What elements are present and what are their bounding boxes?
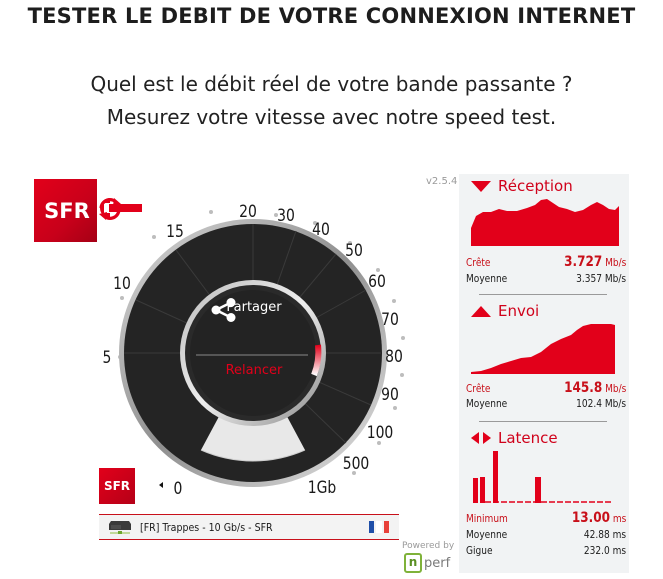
latency-avg-row: Moyenne 42.88 ms xyxy=(466,529,626,541)
results-panel: Réception Crête 3.727 Mb/s Moyenne 3.357… xyxy=(459,174,629,573)
server-selector[interactable]: [FR] Trappes - 10 Gb/s - SFR xyxy=(99,514,399,540)
subtitle-line-1: Quel est le débit réel de votre bande pa… xyxy=(90,72,573,96)
version-label: v2.5.4 xyxy=(426,176,458,187)
page-subtitle: Quel est le débit réel de votre bande pa… xyxy=(0,68,663,134)
scale-label-0: 0 xyxy=(173,479,183,499)
speed-gauge: 0 5 10 15 20 30 40 50 60 70 80 90 100 50… xyxy=(96,195,410,505)
scale-label-50: 50 xyxy=(345,241,363,261)
sfr-small-logo: SFR xyxy=(99,468,135,504)
latency-avg-label: Moyenne xyxy=(466,529,508,541)
scale-label-60: 60 xyxy=(368,272,386,292)
france-flag-icon xyxy=(369,521,389,533)
download-avg-value: 3.357 Mb/s xyxy=(575,273,626,285)
download-avg-row: Moyenne 3.357 Mb/s xyxy=(466,273,626,285)
nperf-n-glyph: n xyxy=(404,553,422,573)
upload-arrow-icon xyxy=(471,305,491,317)
latency-jitter-value: 232.0 ms xyxy=(583,545,626,557)
upload-peak-row: Crête 145.8 Mb/s xyxy=(466,380,626,396)
upload-header: Envoi xyxy=(471,302,539,320)
latency-jitter-label: Gigue xyxy=(466,545,493,557)
powered-by-label: Powered by xyxy=(402,541,455,551)
upload-peak-label: Crête xyxy=(466,383,491,395)
latency-arrows-icon xyxy=(471,432,491,444)
download-arrow-icon xyxy=(471,180,491,192)
latency-min-value: 13.00 xyxy=(571,510,610,526)
download-avg-label: Moyenne xyxy=(466,273,508,285)
download-peak-row: Crête 3.727 Mb/s xyxy=(466,254,626,270)
download-graph xyxy=(471,199,619,246)
nperf-text: perf xyxy=(424,555,451,571)
latency-avg-value: 42.88 ms xyxy=(583,529,626,541)
upload-peak-value: 145.8 xyxy=(563,380,602,396)
latency-title: Latence xyxy=(498,429,558,447)
upload-avg-value: 102.4 Mb/s xyxy=(575,398,626,410)
divider xyxy=(479,421,607,422)
scale-label-100: 100 xyxy=(366,423,394,443)
latency-jitter-row: Gigue 232.0 ms xyxy=(466,545,626,557)
server-icon xyxy=(109,521,131,534)
latency-min-unit: ms xyxy=(612,513,626,525)
latency-header: Latence xyxy=(471,429,558,447)
divider xyxy=(479,294,607,295)
share-label: Partager xyxy=(226,300,282,315)
download-peak-unit: Mb/s xyxy=(604,257,626,269)
nperf-logo[interactable]: n perf xyxy=(404,553,450,573)
sfr-logo: SFR xyxy=(34,179,97,242)
server-label: [FR] Trappes - 10 Gb/s - SFR xyxy=(140,520,273,534)
scale-label-10: 10 xyxy=(113,274,131,294)
scale-label-500: 500 xyxy=(342,454,370,474)
scale-label-80: 80 xyxy=(385,347,403,367)
subtitle-line-2: Mesurez votre vitesse avec notre speed t… xyxy=(106,105,557,129)
upload-graph xyxy=(471,324,615,374)
upload-avg-label: Moyenne xyxy=(466,398,508,410)
latency-min-row: Minimum 13.00 ms xyxy=(466,510,626,526)
upload-title: Envoi xyxy=(498,302,540,320)
share-button[interactable]: Partager xyxy=(211,298,297,322)
wrench-icon[interactable] xyxy=(96,195,142,221)
scale-label-20: 20 xyxy=(239,202,257,222)
gauge-dial-graphic xyxy=(118,210,405,488)
latency-min-label: Minimum xyxy=(466,513,508,525)
download-header: Réception xyxy=(471,177,573,195)
scale-label-90: 90 xyxy=(381,385,399,405)
scale-label-70: 70 xyxy=(381,310,399,330)
scale-label-5: 5 xyxy=(102,348,112,368)
scale-label-30: 30 xyxy=(277,206,295,226)
relaunch-button[interactable]: Relancer xyxy=(225,363,283,378)
download-peak-label: Crête xyxy=(466,257,491,269)
scale-label-1gb: 1Gb xyxy=(307,478,337,498)
latency-graph xyxy=(473,451,611,503)
share-icon xyxy=(211,298,236,322)
upload-avg-row: Moyenne 102.4 Mb/s xyxy=(466,398,626,410)
download-peak-value: 3.727 xyxy=(563,254,602,270)
page-title: TESTER LE DEBIT DE VOTRE CONNEXION INTER… xyxy=(27,4,636,28)
download-title: Réception xyxy=(498,177,573,195)
scale-label-15: 15 xyxy=(166,222,184,242)
upload-peak-unit: Mb/s xyxy=(604,383,626,395)
scale-label-40: 40 xyxy=(312,220,330,240)
